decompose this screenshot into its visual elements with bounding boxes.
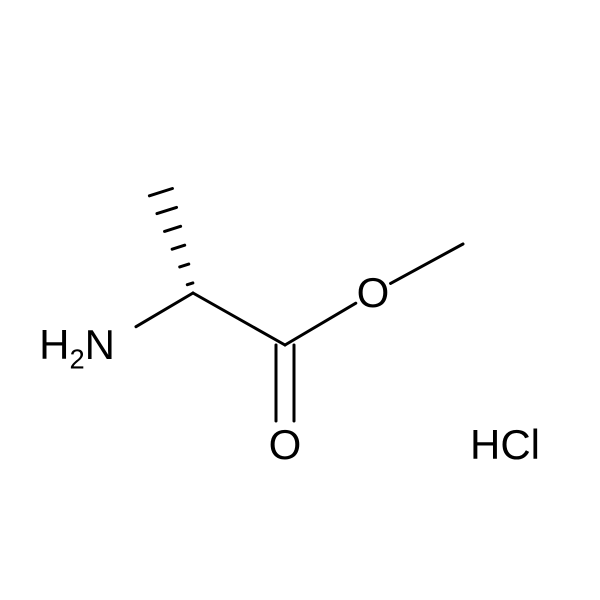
atom-label-odbl: O: [269, 424, 302, 466]
chemical-structure-canvas: H2N O O HCl: [0, 0, 600, 600]
atom-label-hcl: HCl: [470, 424, 540, 466]
atom-label-oeth: O: [357, 272, 390, 314]
atom-label-n: H2N: [39, 324, 115, 366]
bond-layer: [0, 0, 600, 600]
